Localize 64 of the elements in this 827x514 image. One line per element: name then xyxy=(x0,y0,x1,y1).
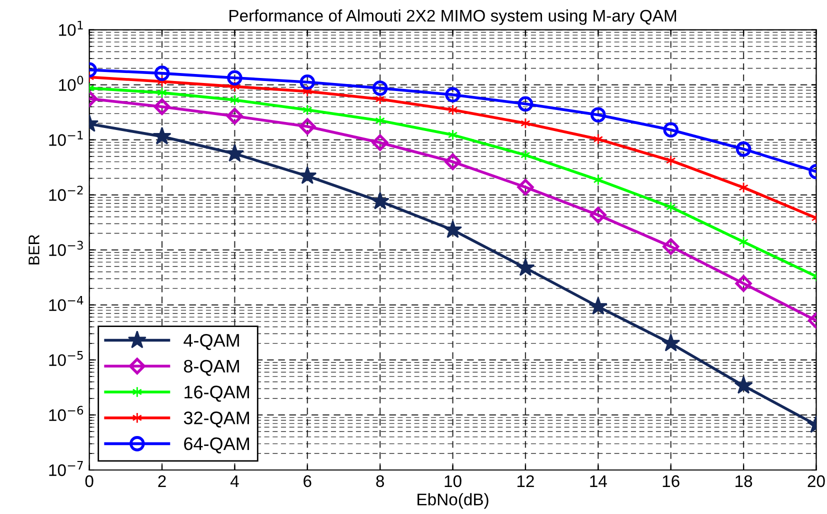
point xyxy=(590,107,606,122)
point xyxy=(372,80,388,96)
y-tick-label: 10$^{0}$ xyxy=(59,76,84,91)
x-tick-label: 18 xyxy=(736,475,752,488)
legend-label: 4-QAM xyxy=(184,334,239,350)
point xyxy=(448,104,458,116)
point xyxy=(370,192,390,210)
point xyxy=(735,275,752,292)
point xyxy=(517,178,534,196)
chart-title: Performance of Almouti 2X2 MIMO system using M-ary QAM xyxy=(230,9,676,25)
y-tick-label: 10$^{−1}$ xyxy=(49,130,83,146)
point xyxy=(375,115,385,126)
point xyxy=(662,334,680,352)
y-tick-label: 10$^{−4}$ xyxy=(49,296,84,312)
point xyxy=(662,238,680,255)
point xyxy=(444,153,462,170)
y-axis-title: BER xyxy=(28,234,40,264)
x-tick-label: 2 xyxy=(158,475,166,487)
x-tick-label: 10 xyxy=(444,475,462,488)
point xyxy=(588,296,608,315)
point xyxy=(445,87,460,102)
point xyxy=(593,174,604,186)
point xyxy=(734,376,753,394)
point xyxy=(372,134,388,151)
point xyxy=(226,108,243,124)
point xyxy=(444,220,462,238)
legend-label: 16-QAM xyxy=(184,386,249,402)
x-tick-label: 20 xyxy=(808,475,825,488)
point xyxy=(152,126,172,145)
point xyxy=(736,141,752,157)
y-tick-label: 10$^{1}$ xyxy=(59,20,83,36)
point xyxy=(666,202,676,213)
x-tick-label: 6 xyxy=(304,475,312,488)
point xyxy=(738,182,748,194)
y-tick-label: 10$^{−3}$ xyxy=(49,240,83,256)
y-tick-label: 10$^{−2}$ xyxy=(49,186,83,201)
legend-label: 8-QAM xyxy=(184,360,239,376)
point xyxy=(448,129,458,140)
x-axis-title: EbNo(dB) xyxy=(418,493,488,509)
x-tick-label: 8 xyxy=(376,475,384,488)
y-tick-label: 10$^{−7}$ xyxy=(49,461,83,476)
point xyxy=(590,206,606,224)
y-tick-label: 10$^{−6}$ xyxy=(49,406,84,422)
y-tick-label: 10$^{−5}$ xyxy=(49,350,83,366)
legend-label: 32-QAM xyxy=(184,412,249,428)
x-tick-label: 16 xyxy=(662,475,680,488)
x-tick-label: 12 xyxy=(517,475,534,487)
point xyxy=(299,118,316,135)
legend-label: 64-QAM xyxy=(184,437,249,454)
point xyxy=(225,144,244,162)
point xyxy=(154,66,170,81)
x-tick-label: 14 xyxy=(590,475,607,487)
point xyxy=(302,104,312,116)
point xyxy=(666,155,676,166)
x-tick-label: 0 xyxy=(85,475,94,488)
point xyxy=(300,74,316,90)
point xyxy=(154,98,170,115)
x-tick-label: 4 xyxy=(230,475,239,487)
point xyxy=(298,166,317,184)
point xyxy=(227,70,242,86)
point xyxy=(230,94,240,106)
point xyxy=(663,122,678,138)
point xyxy=(518,96,534,112)
point xyxy=(516,258,535,276)
